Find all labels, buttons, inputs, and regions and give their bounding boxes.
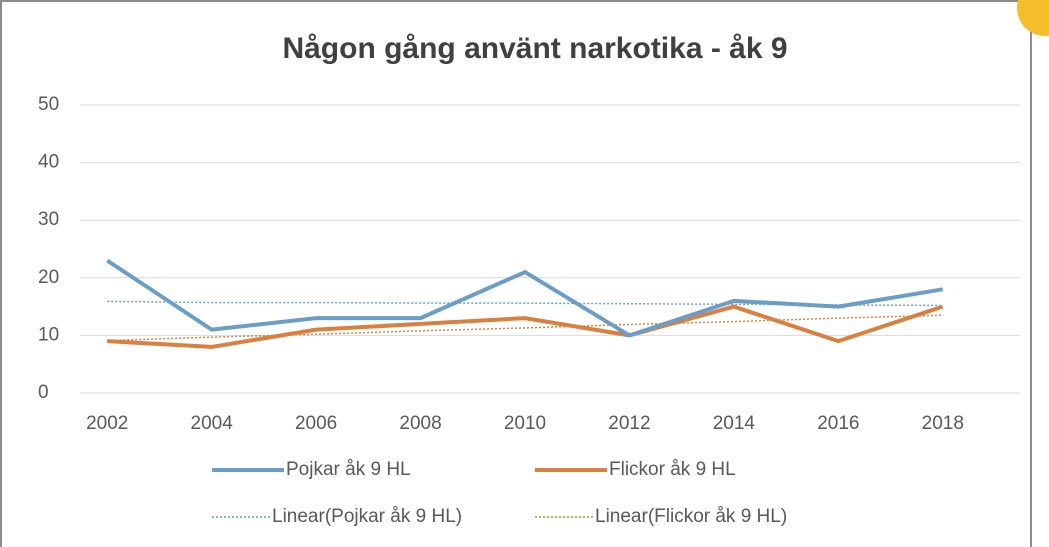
y-tick-label: 20 (38, 267, 59, 288)
x-tick-label: 2002 (86, 413, 128, 434)
x-tick-label: 2008 (399, 413, 441, 434)
x-tick-label: 2006 (295, 413, 337, 434)
corner-badge (1017, 0, 1049, 36)
x-tick-label: 2018 (922, 413, 964, 434)
y-tick-label: 40 (38, 152, 59, 173)
y-tick-label: 0 (38, 382, 49, 403)
y-tick-label: 30 (38, 209, 59, 230)
series-line (106, 258, 944, 338)
y-tick-label: 50 (38, 94, 59, 115)
y-tick-label: 10 (38, 324, 59, 345)
series-line (107, 304, 944, 349)
x-tick-label: 2012 (608, 413, 650, 434)
trend-line (107, 314, 943, 342)
legend-label: Flickor åk 9 HL (609, 459, 736, 480)
x-tick-label: 2010 (504, 413, 546, 434)
chart-title: Någon gång använt narkotika - åk 9 (282, 32, 787, 65)
x-tick-label: 2016 (817, 413, 859, 434)
x-tick-label: 2004 (191, 413, 234, 434)
legend-label: Linear(Flickor åk 9 HL) (595, 506, 787, 527)
legend-label: Pojkar åk 9 HL (286, 459, 411, 480)
x-tick-label: 2014 (713, 413, 756, 434)
legend-label: Linear(Pojkar åk 9 HL) (272, 506, 462, 527)
